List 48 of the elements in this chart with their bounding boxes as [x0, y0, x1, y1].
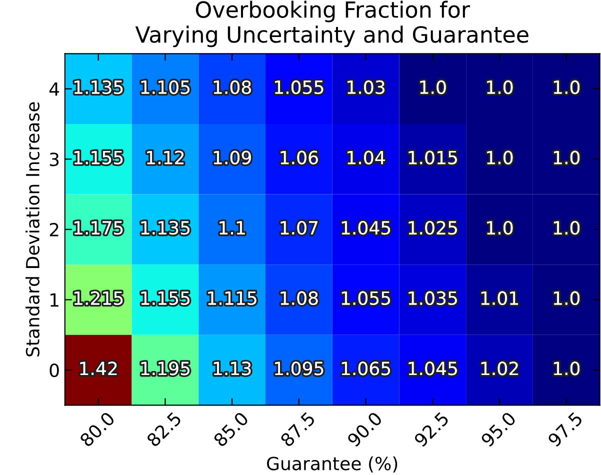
- data-label: 1.0: [487, 150, 513, 164]
- data-label: 1.0: [487, 80, 513, 94]
- data-label: 1.06: [280, 150, 318, 164]
- data-label: 1.105: [141, 80, 190, 94]
- y-tick-label: 3: [50, 152, 59, 166]
- data-label: 1.0: [554, 221, 580, 235]
- data-label: 1.04: [348, 150, 385, 164]
- data-label: 1.02: [481, 362, 518, 376]
- data-label: 1.0: [487, 221, 513, 235]
- y-tick-label: 2: [50, 222, 58, 236]
- data-label: 1.175: [74, 221, 123, 235]
- data-label: 1.01: [481, 291, 518, 305]
- data-label: 1.155: [74, 150, 123, 164]
- data-label: 1.13: [214, 362, 251, 376]
- data-label: 1.045: [408, 362, 457, 376]
- data-label: 1.025: [408, 221, 457, 235]
- data-label: 1.12: [147, 150, 184, 164]
- data-label: 1.015: [408, 150, 457, 164]
- data-label: 1.0: [554, 80, 580, 94]
- data-label: 1.0: [554, 362, 580, 376]
- y-axis-title: Standard Deviation Increase: [26, 102, 40, 356]
- data-label: 1.055: [275, 80, 324, 94]
- data-label: 1.035: [408, 291, 457, 305]
- chart-title: Overbooking Fraction for Varying Uncertainty and Guarantee: [135, 0, 528, 48]
- y-tick-label: 0: [50, 363, 59, 378]
- data-label: 1.095: [275, 362, 324, 376]
- x-axis-title: Guarantee (%): [267, 456, 398, 472]
- data-label: 1.0: [554, 291, 580, 305]
- data-label: 1.215: [74, 291, 123, 305]
- data-label: 1.155: [141, 292, 190, 305]
- y-tick-label: 4: [49, 82, 60, 96]
- data-label: 1.0: [554, 150, 580, 164]
- data-label: 1.08: [214, 80, 251, 94]
- data-label: 1.0: [420, 80, 446, 94]
- data-label: 1.07: [280, 221, 318, 235]
- data-label: 1.42: [80, 362, 117, 376]
- data-label: 1.135: [141, 221, 190, 235]
- data-label: 1.09: [214, 150, 251, 164]
- data-label: 1.045: [342, 221, 390, 235]
- data-label: 1.1: [220, 221, 245, 234]
- data-label: 1.08: [280, 291, 318, 305]
- data-label: 1.065: [342, 362, 390, 376]
- y-tick-label: 1: [50, 293, 58, 307]
- data-label: 1.055: [342, 291, 390, 305]
- data-label: 1.03: [348, 80, 384, 94]
- data-label: 1.135: [74, 80, 123, 94]
- data-label: 1.195: [141, 362, 190, 376]
- data-label: 1.115: [208, 292, 256, 305]
